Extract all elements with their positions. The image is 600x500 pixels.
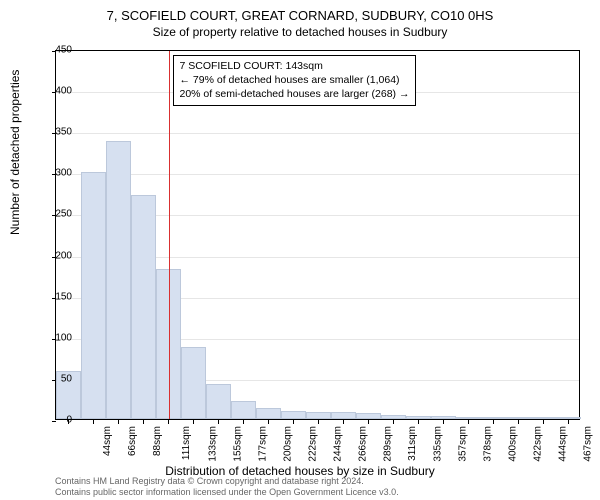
xtick-mark	[143, 420, 144, 424]
xtick-mark	[168, 420, 169, 424]
xtick-label: 400sqm	[507, 426, 518, 462]
gridline	[56, 133, 579, 134]
footer-line-2: Contains public sector information licen…	[55, 487, 399, 498]
footer-line-1: Contains HM Land Registry data © Crown c…	[55, 476, 399, 487]
y-axis-label: Number of detached properties	[8, 70, 22, 235]
ytick-label: 350	[42, 127, 72, 138]
xtick-mark	[93, 420, 94, 424]
ytick-label: 400	[42, 86, 72, 97]
xtick-mark	[218, 420, 219, 424]
xtick-mark	[268, 420, 269, 424]
xtick-label: 133sqm	[207, 426, 218, 462]
chart-title: 7, SCOFIELD COURT, GREAT CORNARD, SUDBUR…	[0, 0, 600, 23]
xtick-mark	[368, 420, 369, 424]
ytick-label: 50	[42, 373, 72, 384]
xtick-label: 266sqm	[357, 426, 368, 462]
xtick-label: 177sqm	[257, 426, 268, 462]
xtick-mark	[393, 420, 394, 424]
xtick-label: 335sqm	[432, 426, 443, 462]
histogram-bar	[231, 401, 256, 419]
xtick-label: 444sqm	[557, 426, 568, 462]
histogram-bar	[181, 347, 206, 419]
footer-attribution: Contains HM Land Registry data © Crown c…	[55, 476, 399, 498]
xtick-mark	[493, 420, 494, 424]
ytick-label: 150	[42, 291, 72, 302]
xtick-mark	[193, 420, 194, 424]
reference-line	[169, 51, 170, 419]
xtick-mark	[118, 420, 119, 424]
annotation-line-2: ← 79% of detached houses are smaller (1,…	[180, 73, 410, 87]
ytick-label: 450	[42, 45, 72, 56]
xtick-mark	[468, 420, 469, 424]
xtick-label: 289sqm	[382, 426, 393, 462]
histogram-bar	[81, 172, 106, 419]
histogram-bar	[281, 411, 306, 419]
histogram-bar	[106, 141, 131, 419]
xtick-mark	[518, 420, 519, 424]
histogram-bar	[431, 416, 456, 419]
xtick-label: 357sqm	[457, 426, 468, 462]
histogram-bar	[456, 417, 481, 419]
gridline	[56, 174, 579, 175]
histogram-bar	[406, 416, 431, 419]
histogram-bar	[306, 412, 331, 419]
xtick-label: 88sqm	[152, 426, 163, 456]
xtick-mark	[543, 420, 544, 424]
histogram-bar	[381, 415, 406, 419]
xtick-label: 244sqm	[332, 426, 343, 462]
ytick-label: 300	[42, 168, 72, 179]
ytick-label: 250	[42, 209, 72, 220]
ytick-label: 200	[42, 250, 72, 261]
xtick-mark	[68, 420, 69, 424]
xtick-label: 66sqm	[127, 426, 138, 456]
xtick-mark	[343, 420, 344, 424]
annotation-line-3: 20% of semi-detached houses are larger (…	[180, 87, 410, 101]
xtick-label: 111sqm	[181, 426, 192, 460]
histogram-bar	[556, 417, 581, 419]
plot-area: 7 SCOFIELD COURT: 143sqm← 79% of detache…	[55, 50, 580, 420]
xtick-mark	[243, 420, 244, 424]
histogram-bar	[531, 417, 556, 419]
xtick-label: 311sqm	[406, 426, 417, 461]
xtick-label: 378sqm	[482, 426, 493, 462]
ytick-label: 100	[42, 332, 72, 343]
xtick-label: 155sqm	[232, 426, 243, 462]
xtick-mark	[293, 420, 294, 424]
xtick-label: 467sqm	[582, 426, 593, 462]
xtick-mark	[318, 420, 319, 424]
xtick-label: 422sqm	[532, 426, 543, 462]
histogram-bar	[356, 413, 381, 419]
annotation-line-1: 7 SCOFIELD COURT: 143sqm	[180, 59, 410, 73]
histogram-bar	[481, 417, 506, 419]
histogram-bar	[206, 384, 231, 419]
histogram-bar	[256, 408, 281, 420]
xtick-label: 200sqm	[282, 426, 293, 462]
chart-subtitle: Size of property relative to detached ho…	[0, 23, 600, 39]
xtick-label: 222sqm	[307, 426, 318, 462]
xtick-label: 44sqm	[102, 426, 113, 456]
histogram-bar	[131, 195, 156, 419]
annotation-box: 7 SCOFIELD COURT: 143sqm← 79% of detache…	[173, 55, 417, 106]
xtick-mark	[568, 420, 569, 424]
xtick-mark	[418, 420, 419, 424]
xtick-mark	[443, 420, 444, 424]
histogram-bar	[506, 417, 531, 419]
histogram-bar	[331, 412, 356, 419]
